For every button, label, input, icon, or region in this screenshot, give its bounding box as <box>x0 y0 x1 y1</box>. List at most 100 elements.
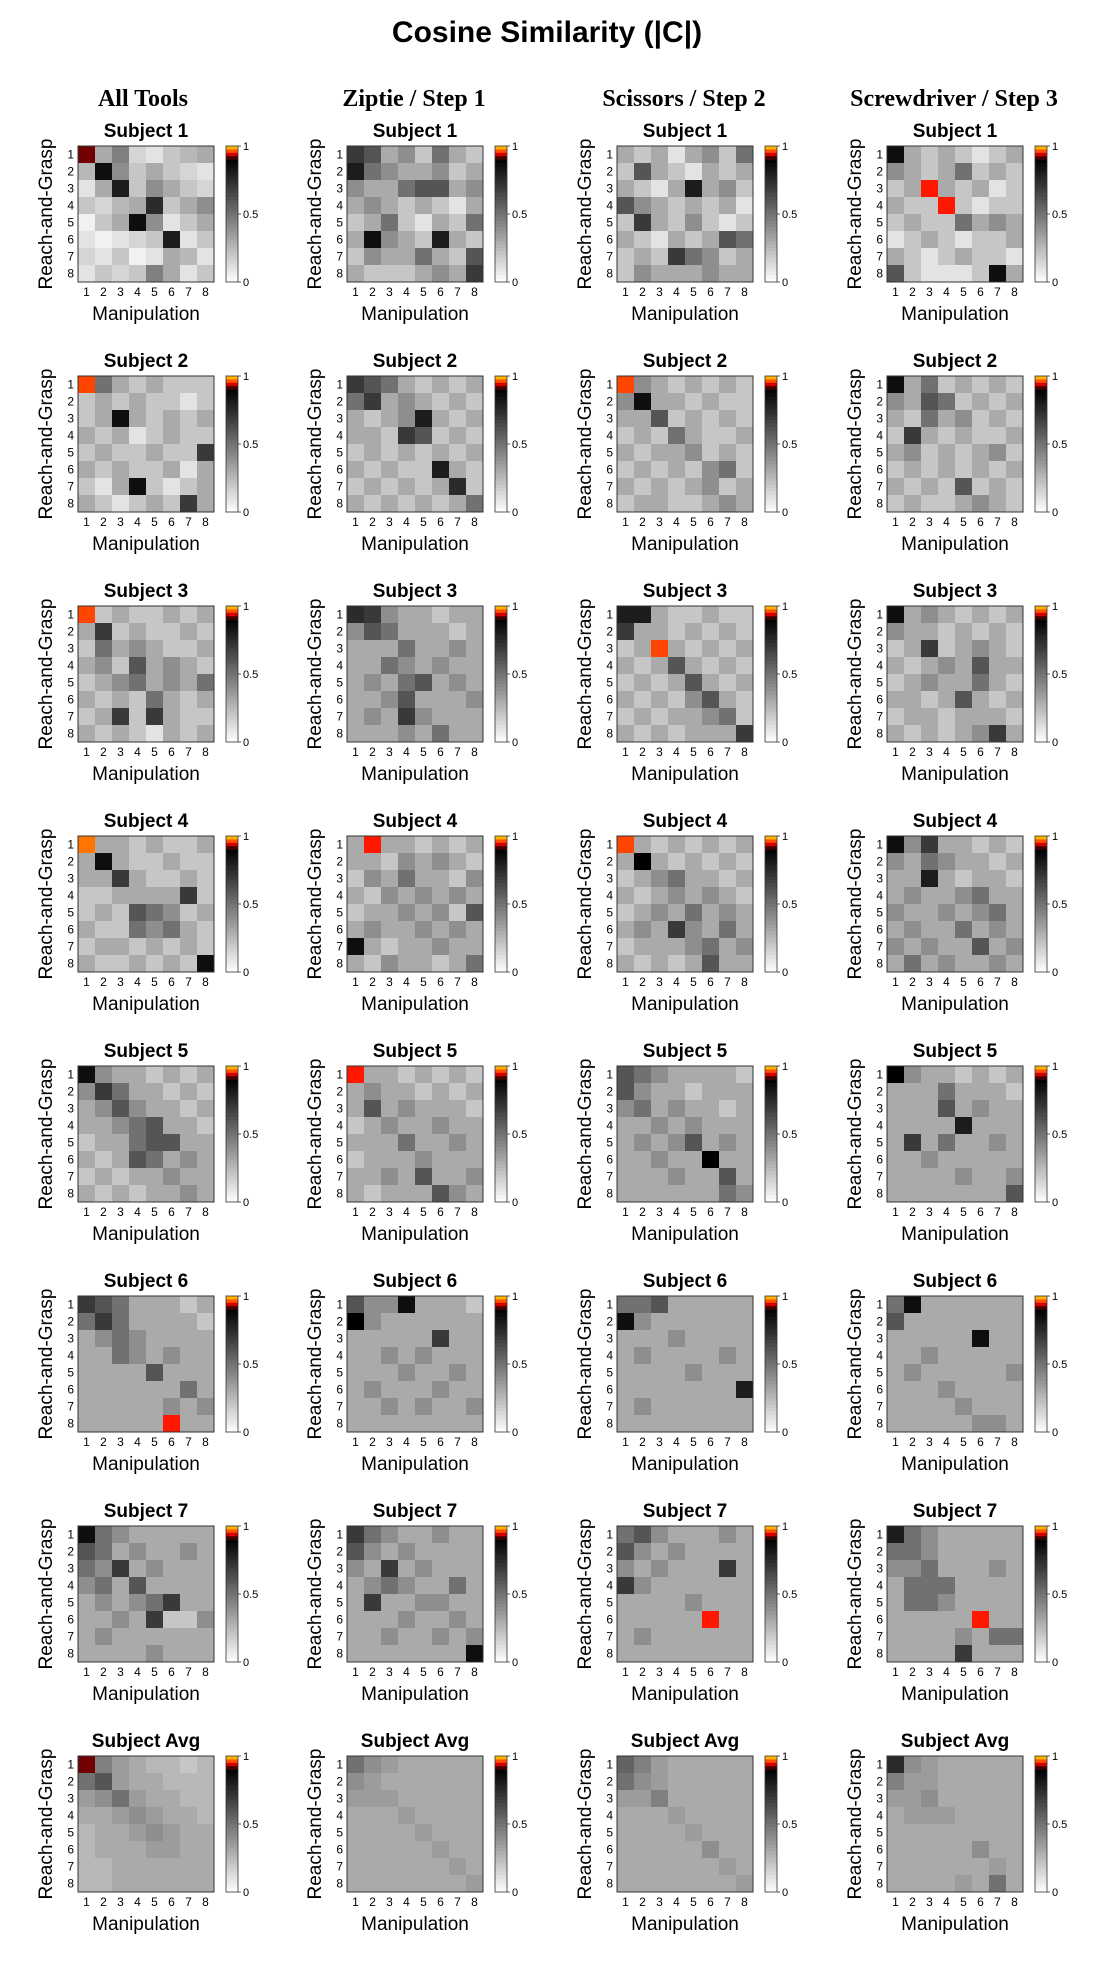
heatmap-cell <box>617 870 635 888</box>
colorbar-segment <box>1035 1076 1047 1080</box>
heatmap-cell <box>938 640 956 658</box>
heatmap-cell <box>668 887 686 905</box>
x-tick-label: 7 <box>454 745 461 759</box>
colorbar-tick-label: 0.5 <box>243 439 258 451</box>
heatmap-cell <box>972 1185 990 1203</box>
heatmap-cell <box>887 197 905 215</box>
heatmap-cell <box>1006 1381 1024 1399</box>
heatmap-cell <box>719 146 737 164</box>
colorbar-segment <box>765 251 777 256</box>
colorbar-segment <box>226 917 238 922</box>
column-title: Scissors / Step 2 <box>602 86 765 112</box>
colorbar-tick-label: 0 <box>782 1887 788 1899</box>
heatmap-cell <box>364 904 382 922</box>
x-tick-label: 7 <box>724 1895 731 1909</box>
colorbar-segment <box>1035 1773 1047 1777</box>
colorbar-segment <box>1035 704 1047 709</box>
colorbar-segment <box>1035 376 1047 380</box>
heatmap-cell <box>685 248 703 266</box>
heatmap-cell <box>78 393 96 411</box>
colorbar-segment <box>765 1174 777 1179</box>
y-tick-label: 7 <box>336 1170 343 1184</box>
x-tick-label: 2 <box>909 1665 916 1679</box>
heatmap-cell <box>432 393 450 411</box>
x-tick-label: 7 <box>454 1205 461 1219</box>
colorbar-segment <box>495 1807 507 1811</box>
y-tick-label: 1 <box>876 148 883 162</box>
heatmap-cell <box>955 1296 973 1314</box>
heatmap-cell <box>347 427 365 445</box>
x-tick-label: 3 <box>386 515 393 529</box>
heatmap-cell <box>719 1117 737 1135</box>
y-tick-label: 3 <box>67 1102 74 1116</box>
heatmap-cell <box>921 248 939 266</box>
colorbar-segment <box>765 643 777 648</box>
colorbar-segment <box>226 1560 238 1564</box>
colorbar-segment <box>765 880 777 884</box>
heatmap-cell <box>887 938 905 956</box>
heatmap-cell <box>180 163 198 181</box>
colorbar-segment <box>226 1546 238 1551</box>
heatmap-cell <box>617 708 635 726</box>
colorbar-tick-label: 0.5 <box>512 669 527 681</box>
heatmap-cell <box>702 1807 720 1825</box>
heatmap-cell <box>197 197 215 215</box>
colorbar-segment <box>765 1553 777 1557</box>
colorbar-segment <box>1035 478 1047 482</box>
heatmap-cell <box>415 1858 433 1876</box>
colorbar-segment <box>226 1408 238 1412</box>
colorbar-segment <box>226 1786 238 1791</box>
colorbar-tick-label: 1 <box>512 1751 518 1763</box>
heatmap-cell <box>466 1807 484 1825</box>
colorbar-segment <box>226 667 238 671</box>
heatmap-cell <box>668 1756 686 1774</box>
colorbar-segment <box>1035 396 1047 401</box>
heatmap-cell <box>398 725 416 743</box>
x-axis-label: Manipulation <box>631 1684 739 1705</box>
heatmap-cell <box>197 657 215 675</box>
colorbar-segment <box>495 1536 507 1540</box>
heatmap-cell <box>112 444 130 462</box>
colorbar-segment <box>1035 725 1047 729</box>
heatmap-cell <box>668 376 686 394</box>
heatmap-cell <box>112 1807 130 1825</box>
heatmap-cell <box>180 1330 198 1348</box>
y-tick-label: 1 <box>876 1528 883 1542</box>
heatmap-cell <box>972 231 990 249</box>
heatmap-cell <box>364 1841 382 1859</box>
heatmap-cell <box>163 1134 181 1152</box>
heatmap-cell <box>904 444 922 462</box>
colorbar-tick-label: 0 <box>1052 737 1058 749</box>
heatmap-cell <box>736 1100 754 1118</box>
colorbar-segment <box>226 1614 238 1619</box>
heatmap-cell <box>197 1364 215 1382</box>
colorbar-tick-label: 0 <box>512 1427 518 1439</box>
heatmap-cell <box>736 197 754 215</box>
colorbar-segment <box>226 938 238 942</box>
y-axis-label: Reach-and-Grasp <box>575 1518 596 1669</box>
colorbar-segment <box>1035 183 1047 188</box>
colorbar-segment <box>226 193 238 198</box>
heatmap-cell <box>668 1151 686 1169</box>
colorbar-tick-label: 0 <box>782 737 788 749</box>
colorbar-segment <box>495 958 507 963</box>
heatmap-cell <box>921 1134 939 1152</box>
y-tick-label: 5 <box>336 1596 343 1610</box>
heatmap-cell <box>347 214 365 232</box>
x-tick-label: 3 <box>926 1205 933 1219</box>
heatmap-cell <box>651 853 669 871</box>
x-tick-label: 8 <box>202 515 209 529</box>
heatmap-cell <box>381 1645 399 1663</box>
heatmap-cell <box>398 623 416 641</box>
x-tick-label: 3 <box>926 285 933 299</box>
x-tick-label: 8 <box>202 1665 209 1679</box>
heatmap-cell <box>668 1330 686 1348</box>
colorbar-tick-label: 1 <box>1052 1061 1058 1073</box>
heatmap-cell <box>146 1858 164 1876</box>
x-axis-label: Manipulation <box>901 1224 1009 1245</box>
heatmap-cell <box>736 1151 754 1169</box>
heatmap-cell <box>736 214 754 232</box>
heatmap-cell <box>972 1381 990 1399</box>
colorbar-segment <box>765 619 777 624</box>
panel-title: Subject 7 <box>373 1501 457 1522</box>
